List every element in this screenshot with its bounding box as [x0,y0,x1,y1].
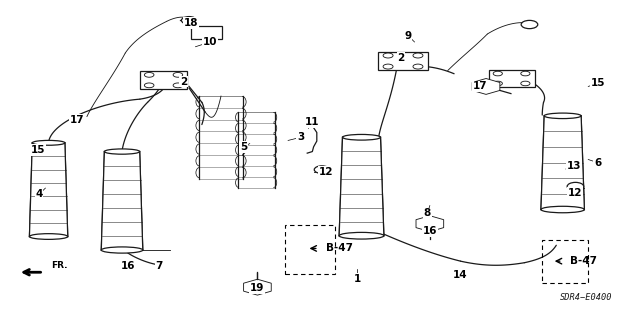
Polygon shape [29,143,68,236]
Text: B-47: B-47 [326,243,353,253]
Polygon shape [416,216,444,232]
Circle shape [521,81,530,86]
Text: 12: 12 [568,188,582,198]
Ellipse shape [339,233,384,239]
Circle shape [145,72,154,77]
Circle shape [145,83,154,88]
Circle shape [521,71,530,76]
Text: 16: 16 [422,226,437,236]
Polygon shape [541,116,584,210]
Bar [378,52,428,70]
Text: 2: 2 [180,77,187,87]
Text: 17: 17 [472,81,487,92]
Text: 9: 9 [404,31,412,41]
FancyBboxPatch shape [191,26,222,40]
Circle shape [314,166,330,174]
Bar [140,71,188,89]
Text: 17: 17 [70,115,84,125]
Text: 6: 6 [594,158,602,168]
Polygon shape [101,152,143,250]
Text: SDR4−E0400: SDR4−E0400 [560,293,612,302]
Circle shape [181,17,196,24]
Ellipse shape [342,134,381,140]
Text: 5: 5 [240,142,247,152]
Bar [285,225,335,274]
Text: 3: 3 [297,132,305,142]
Text: 15: 15 [591,78,605,88]
Text: 18: 18 [184,18,198,28]
Bar [488,70,534,87]
Text: FR.: FR. [51,261,68,270]
Text: 1: 1 [353,274,361,284]
Text: 15: 15 [31,145,45,155]
Circle shape [567,182,584,191]
Circle shape [493,81,502,86]
Circle shape [413,64,423,69]
Circle shape [173,72,182,77]
Circle shape [383,53,393,58]
Ellipse shape [29,234,68,239]
Polygon shape [339,137,384,236]
Ellipse shape [101,247,143,253]
Text: 19: 19 [250,283,264,293]
Text: 12: 12 [319,167,333,177]
Text: 7: 7 [156,261,163,271]
Text: 4: 4 [35,189,43,199]
Polygon shape [472,78,500,94]
Circle shape [493,71,502,76]
Ellipse shape [32,140,65,145]
Polygon shape [244,279,271,295]
Text: 8: 8 [424,209,431,219]
Text: 14: 14 [453,271,468,280]
Text: 2: 2 [397,53,404,63]
Ellipse shape [541,206,584,213]
Text: 11: 11 [305,117,319,127]
Circle shape [173,83,182,88]
Circle shape [383,64,393,69]
Ellipse shape [104,149,140,154]
Text: B-47: B-47 [570,256,597,266]
Bar [542,241,588,283]
Text: 10: 10 [203,37,218,47]
Circle shape [521,20,538,29]
Circle shape [413,53,423,58]
Text: 16: 16 [121,261,136,271]
Ellipse shape [544,113,581,119]
Text: 13: 13 [567,161,581,171]
